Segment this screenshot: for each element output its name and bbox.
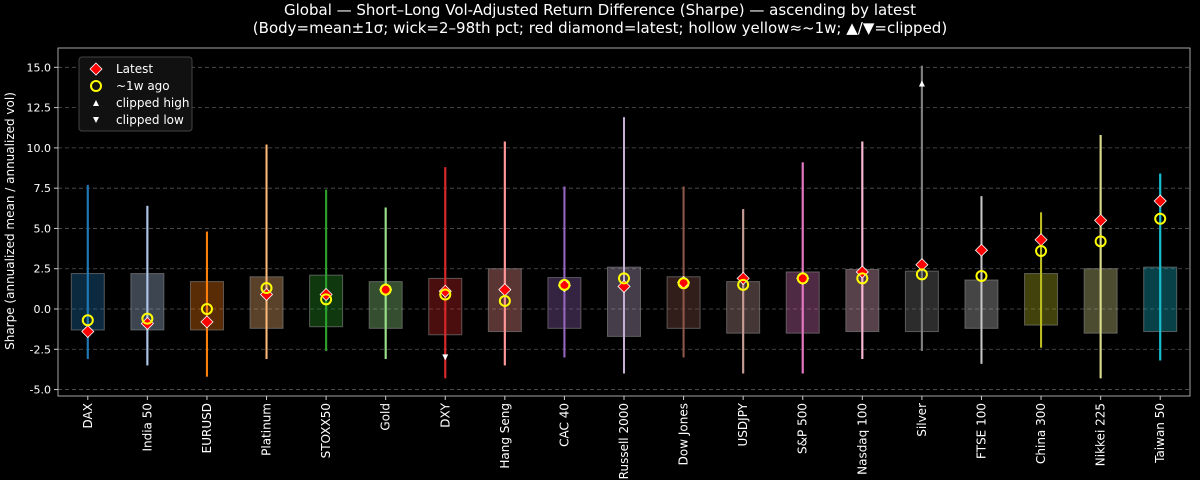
week-ago-marker (1035, 245, 1048, 257)
week-ago-marker (260, 282, 273, 295)
clipped-high-marker (918, 80, 925, 87)
week-ago-marker (200, 303, 213, 315)
latest-marker (81, 324, 95, 339)
week-ago-marker (1094, 235, 1107, 248)
x-tick-label: Hang Seng (498, 403, 512, 469)
x-tick-label: Dow Jones (677, 403, 691, 465)
latest-marker (438, 284, 452, 298)
x-tick-label: Taiwan 50 (1153, 403, 1167, 464)
x-tick-label: Russell 2000 (617, 403, 631, 479)
y-tick-label: 15.0 (27, 61, 52, 74)
week-ago-marker (856, 272, 869, 285)
x-tick-label: DXY (438, 402, 452, 427)
y-tick-label: 2.5 (34, 263, 52, 276)
legend-week-marker (90, 80, 102, 92)
legend-clipped-low-label: clipped low (116, 113, 184, 127)
chart-subtitle: (Body=mean±1σ; wick=2–98th pct; red diam… (253, 19, 947, 37)
x-tick-label: Platinum (260, 403, 274, 456)
week-ago-marker (737, 278, 750, 291)
week-ago-marker (141, 312, 154, 325)
week-ago-marker (915, 268, 928, 281)
y-tick-label: 5.0 (34, 222, 52, 235)
x-tick-label: EURUSD (200, 403, 214, 453)
week-ago-marker (439, 288, 452, 301)
week-ago-marker (1154, 212, 1167, 225)
clipped-low-marker (442, 354, 449, 361)
x-ticks: DAX India 50 EURUSD Platinum STOXX50 Gold DXY H… (81, 396, 1167, 479)
legend-latest-label: Latest (116, 62, 153, 76)
week-ago-marker (618, 272, 630, 285)
week-ago-marker (81, 314, 94, 327)
x-tick-label: USDJPY (736, 402, 750, 446)
x-tick-label: Nasdaq 100 (855, 403, 869, 475)
y-ticks: -5.0 -2.5 0.0 2.5 5.0 7.5 10.0 12.5 15.0 (27, 61, 58, 397)
marks (70, 65, 1178, 379)
y-axis-label: Sharpe (annualized mean / annualized vol… (3, 92, 17, 350)
x-tick-label: CAC 40 (557, 403, 571, 447)
legend-clipped-high-marker (93, 100, 99, 106)
latest-marker (915, 258, 929, 272)
week-ago-marker (379, 283, 392, 296)
week-ago-marker (975, 269, 988, 282)
latest-marker (1034, 233, 1048, 247)
x-tick-label: Gold (379, 403, 393, 431)
legend-week-label: ~1w ago (116, 79, 170, 93)
x-tick-label: DAX (81, 403, 95, 428)
y-tick-label: 10.0 (27, 142, 52, 155)
x-tick-label: Nikkei 225 (1094, 403, 1108, 466)
legend-clipped-high-label: clipped high (116, 96, 189, 110)
latest-marker (617, 279, 631, 294)
legend-latest-marker (89, 62, 103, 76)
week-ago-marker (677, 277, 690, 290)
x-tick-label: China 300 (1034, 403, 1048, 464)
x-tick-label: FTSE 100 (974, 403, 988, 459)
legend: Latest ~1w ago clipped high clipped low (78, 56, 193, 132)
plot-frame (57, 47, 1191, 397)
y-tick-label: -2.5 (30, 343, 51, 356)
week-ago-marker (320, 293, 333, 306)
y-tick-label: 7.5 (34, 182, 52, 195)
x-tick-label: STOXX50 (319, 403, 333, 458)
latest-marker (200, 315, 214, 329)
latest-marker (1153, 194, 1167, 208)
week-ago-marker (498, 294, 511, 307)
x-tick-label: S&P 500 (796, 403, 810, 454)
y-tick-label: 12.5 (27, 102, 52, 115)
legend-clipped-low-marker (93, 117, 99, 123)
legend-box (78, 56, 193, 132)
chart-title: Global — Short–Long Vol-Adjusted Return … (284, 1, 916, 19)
latest-marker (1094, 213, 1108, 227)
latest-marker (974, 243, 989, 257)
y-tick-label: -5.0 (30, 384, 51, 397)
x-tick-label: India 50 (140, 403, 154, 452)
x-tick-label: Silver (915, 403, 929, 437)
week-ago-marker (796, 272, 809, 285)
week-ago-marker (558, 278, 571, 291)
y-tick-label: 0.0 (34, 303, 52, 316)
